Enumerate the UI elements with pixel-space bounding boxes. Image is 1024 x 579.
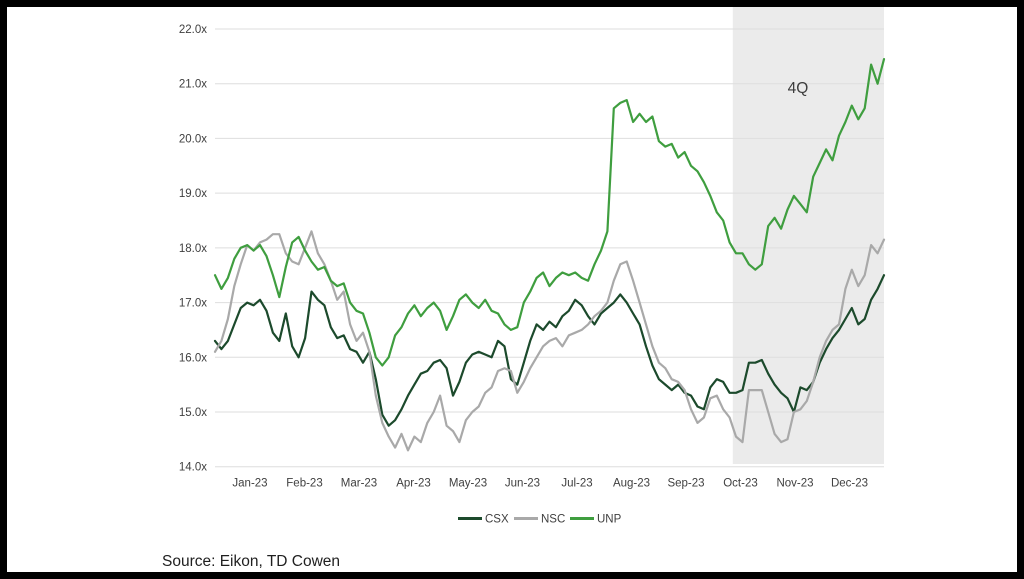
x-tick-label: Aug-23 xyxy=(613,478,650,490)
x-tick-label: Oct-23 xyxy=(723,478,758,490)
x-tick-label: Jan-23 xyxy=(232,478,267,490)
quarter-annotation: 4Q xyxy=(788,80,809,97)
y-tick-label: 15.0x xyxy=(179,407,207,419)
y-tick-label: 21.0x xyxy=(179,79,207,91)
x-tick-label: Jun-23 xyxy=(505,478,540,490)
x-tick-label: Dec-23 xyxy=(831,478,868,490)
x-tick-label: Apr-23 xyxy=(396,478,431,490)
series-line-UNP xyxy=(213,57,886,367)
x-tick-label: May-23 xyxy=(449,478,487,490)
y-tick-label: 14.0x xyxy=(179,462,207,474)
y-tick-label: 19.0x xyxy=(179,188,207,200)
source-note: Source: Eikon, TD Cowen xyxy=(162,553,340,570)
line-chart: 22.0x 21.0x 20.0x 19.0x 18.0x 17.0x 16.0x 15.0x… xyxy=(162,7,886,570)
legend-label-NSC: NSC xyxy=(541,514,565,526)
y-tick-label: 20.0x xyxy=(179,133,207,145)
x-tick-label: Jul-23 xyxy=(561,478,592,490)
y-tick-label: 18.0x xyxy=(179,243,207,255)
chart-legend: CSX NSC UNP xyxy=(458,514,622,526)
legend-label-CSX: CSX xyxy=(485,514,509,526)
y-tick-label: 17.0x xyxy=(179,298,207,310)
y-tick-label: 16.0x xyxy=(179,352,207,364)
legend-label-UNP: UNP xyxy=(597,514,622,526)
x-tick-label: Nov-23 xyxy=(776,478,813,490)
series-line-CSX xyxy=(213,274,886,427)
x-tick-label: Sep-23 xyxy=(667,478,704,490)
y-tick-label: 22.0x xyxy=(179,24,207,36)
x-tick-label: Feb-23 xyxy=(286,478,322,490)
x-tick-label: Mar-23 xyxy=(341,478,377,490)
